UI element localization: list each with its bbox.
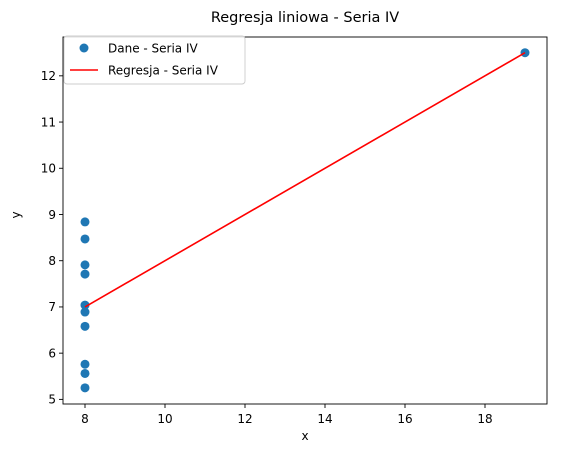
data-point xyxy=(80,260,90,270)
x-tick-label: 18 xyxy=(477,412,492,426)
y-tick-label: 10 xyxy=(41,162,56,176)
data-point xyxy=(80,300,90,310)
chart-title: Regresja liniowa - Seria IV xyxy=(211,10,399,26)
legend-scatter-marker xyxy=(79,43,89,53)
y-tick-label: 8 xyxy=(48,254,56,268)
data-point xyxy=(80,307,90,317)
legend: Dane - Seria IV Regresja - Seria IV xyxy=(63,35,246,85)
data-point xyxy=(80,217,90,227)
y-tick-label: 7 xyxy=(48,300,56,314)
data-point xyxy=(80,383,90,393)
data-point xyxy=(80,359,90,369)
axes-frame xyxy=(62,36,548,405)
x-tick-label: 8 xyxy=(81,412,89,426)
y-tick-label: 11 xyxy=(41,115,56,129)
data-point xyxy=(80,269,90,279)
y-tick-label: 6 xyxy=(48,346,56,360)
legend-box xyxy=(63,35,246,85)
y-axis-label: y xyxy=(9,211,23,218)
series-layer xyxy=(80,48,530,393)
y-tick-label: 12 xyxy=(41,69,56,83)
data-point xyxy=(80,321,90,331)
legend-label-regression: Regresja - Seria IV xyxy=(108,64,219,78)
regression-line xyxy=(84,52,526,308)
x-tick-label: 14 xyxy=(317,412,332,426)
legend-label-data: Dane - Seria IV xyxy=(108,42,199,56)
y-tick-label: 9 xyxy=(48,208,56,222)
ticks-layer: 8 10 12 14 16 18 5 6 7 8 9 10 11 12 xyxy=(41,69,493,426)
data-point xyxy=(80,368,90,378)
y-tick-label: 5 xyxy=(48,393,56,407)
x-tick-label: 12 xyxy=(237,412,252,426)
x-tick-label: 16 xyxy=(397,412,412,426)
x-tick-label: 10 xyxy=(157,412,172,426)
data-point xyxy=(80,234,90,244)
x-axis-label: x xyxy=(301,429,308,443)
